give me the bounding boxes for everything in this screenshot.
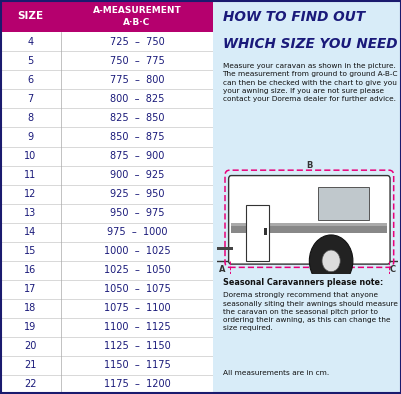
Bar — [0, 165, 213, 185]
Bar — [0, 32, 213, 51]
Bar — [0, 0, 213, 32]
Text: 1175  –  1200: 1175 – 1200 — [103, 379, 170, 390]
Text: 22: 22 — [24, 379, 36, 390]
Circle shape — [204, 245, 211, 252]
Text: 1150  –  1175: 1150 – 1175 — [103, 361, 170, 370]
Text: WHICH SIZE YOU NEED: WHICH SIZE YOU NEED — [222, 37, 396, 52]
Bar — [0, 185, 213, 204]
Text: 725  –  750: 725 – 750 — [109, 37, 164, 47]
Bar — [245, 205, 269, 261]
Text: 8: 8 — [27, 113, 33, 123]
Bar — [231, 223, 387, 226]
Text: 1025  –  1050: 1025 – 1050 — [103, 265, 170, 275]
Text: Measure your caravan as shown in the picture.
The measurement from ground to gro: Measure your caravan as shown in the pic… — [222, 63, 397, 102]
Bar — [0, 242, 213, 261]
Text: 875  –  900: 875 – 900 — [109, 151, 164, 161]
Bar — [0, 261, 213, 280]
Text: 1100  –  1125: 1100 – 1125 — [103, 322, 170, 333]
Text: 800  –  825: 800 – 825 — [109, 94, 164, 104]
Text: Dorema strongly recommend that anyone
seasonally siting their awnings should mea: Dorema strongly recommend that anyone se… — [222, 292, 397, 331]
Bar — [0, 299, 213, 318]
Text: 6: 6 — [27, 75, 33, 85]
Text: 17: 17 — [24, 284, 36, 294]
Text: 1050  –  1075: 1050 – 1075 — [103, 284, 170, 294]
Text: 750  –  775: 750 – 775 — [109, 56, 164, 66]
Text: 4: 4 — [27, 37, 33, 47]
Text: 7: 7 — [27, 94, 33, 104]
Circle shape — [321, 250, 339, 272]
Text: A: A — [219, 265, 225, 274]
Bar — [0, 375, 213, 394]
Text: 950  –  975: 950 – 975 — [109, 208, 164, 218]
Bar — [0, 128, 213, 147]
Text: 14: 14 — [24, 227, 36, 237]
Text: 21: 21 — [24, 361, 36, 370]
Text: 1125  –  1150: 1125 – 1150 — [103, 342, 170, 351]
Bar — [0, 223, 213, 242]
Bar — [0, 318, 213, 337]
Text: 20: 20 — [24, 342, 36, 351]
Bar — [263, 229, 266, 235]
Text: 12: 12 — [24, 189, 36, 199]
Bar — [318, 188, 368, 220]
FancyBboxPatch shape — [228, 176, 389, 264]
Bar — [0, 108, 213, 128]
Text: 1075  –  1100: 1075 – 1100 — [103, 303, 170, 313]
Bar — [0, 337, 213, 356]
Text: HOW TO FIND OUT: HOW TO FIND OUT — [222, 10, 364, 24]
Bar — [0, 280, 213, 299]
Bar — [0, 356, 213, 375]
Text: 16: 16 — [24, 265, 36, 275]
Text: C: C — [389, 265, 395, 274]
Text: 10: 10 — [24, 151, 36, 161]
Bar — [231, 226, 387, 233]
Text: 11: 11 — [24, 170, 36, 180]
Text: 13: 13 — [24, 208, 36, 218]
Text: 975  –  1000: 975 – 1000 — [106, 227, 167, 237]
Text: 18: 18 — [24, 303, 36, 313]
Text: B: B — [306, 162, 312, 170]
Text: 775  –  800: 775 – 800 — [109, 75, 164, 85]
Text: 5: 5 — [27, 56, 33, 66]
Text: 825  –  850: 825 – 850 — [109, 113, 164, 123]
Text: All measurements are in cm.: All measurements are in cm. — [222, 370, 328, 375]
Text: 850  –  875: 850 – 875 — [109, 132, 164, 142]
Bar — [0, 204, 213, 223]
Text: 9: 9 — [27, 132, 33, 142]
Text: Seasonal Caravanners please note:: Seasonal Caravanners please note: — [222, 278, 382, 287]
Bar — [209, 247, 233, 250]
Circle shape — [309, 235, 352, 287]
Bar — [0, 147, 213, 165]
Text: 19: 19 — [24, 322, 36, 333]
Text: 900  –  925: 900 – 925 — [109, 170, 164, 180]
Bar — [0, 89, 213, 108]
Text: A-MEASUREMENT
A·B·C: A-MEASUREMENT A·B·C — [92, 6, 181, 26]
Text: SIZE: SIZE — [17, 11, 43, 21]
Text: 15: 15 — [24, 246, 36, 256]
Text: 1000  –  1025: 1000 – 1025 — [103, 246, 170, 256]
Bar — [0, 51, 213, 71]
Bar — [0, 71, 213, 89]
Text: 925  –  950: 925 – 950 — [109, 189, 164, 199]
